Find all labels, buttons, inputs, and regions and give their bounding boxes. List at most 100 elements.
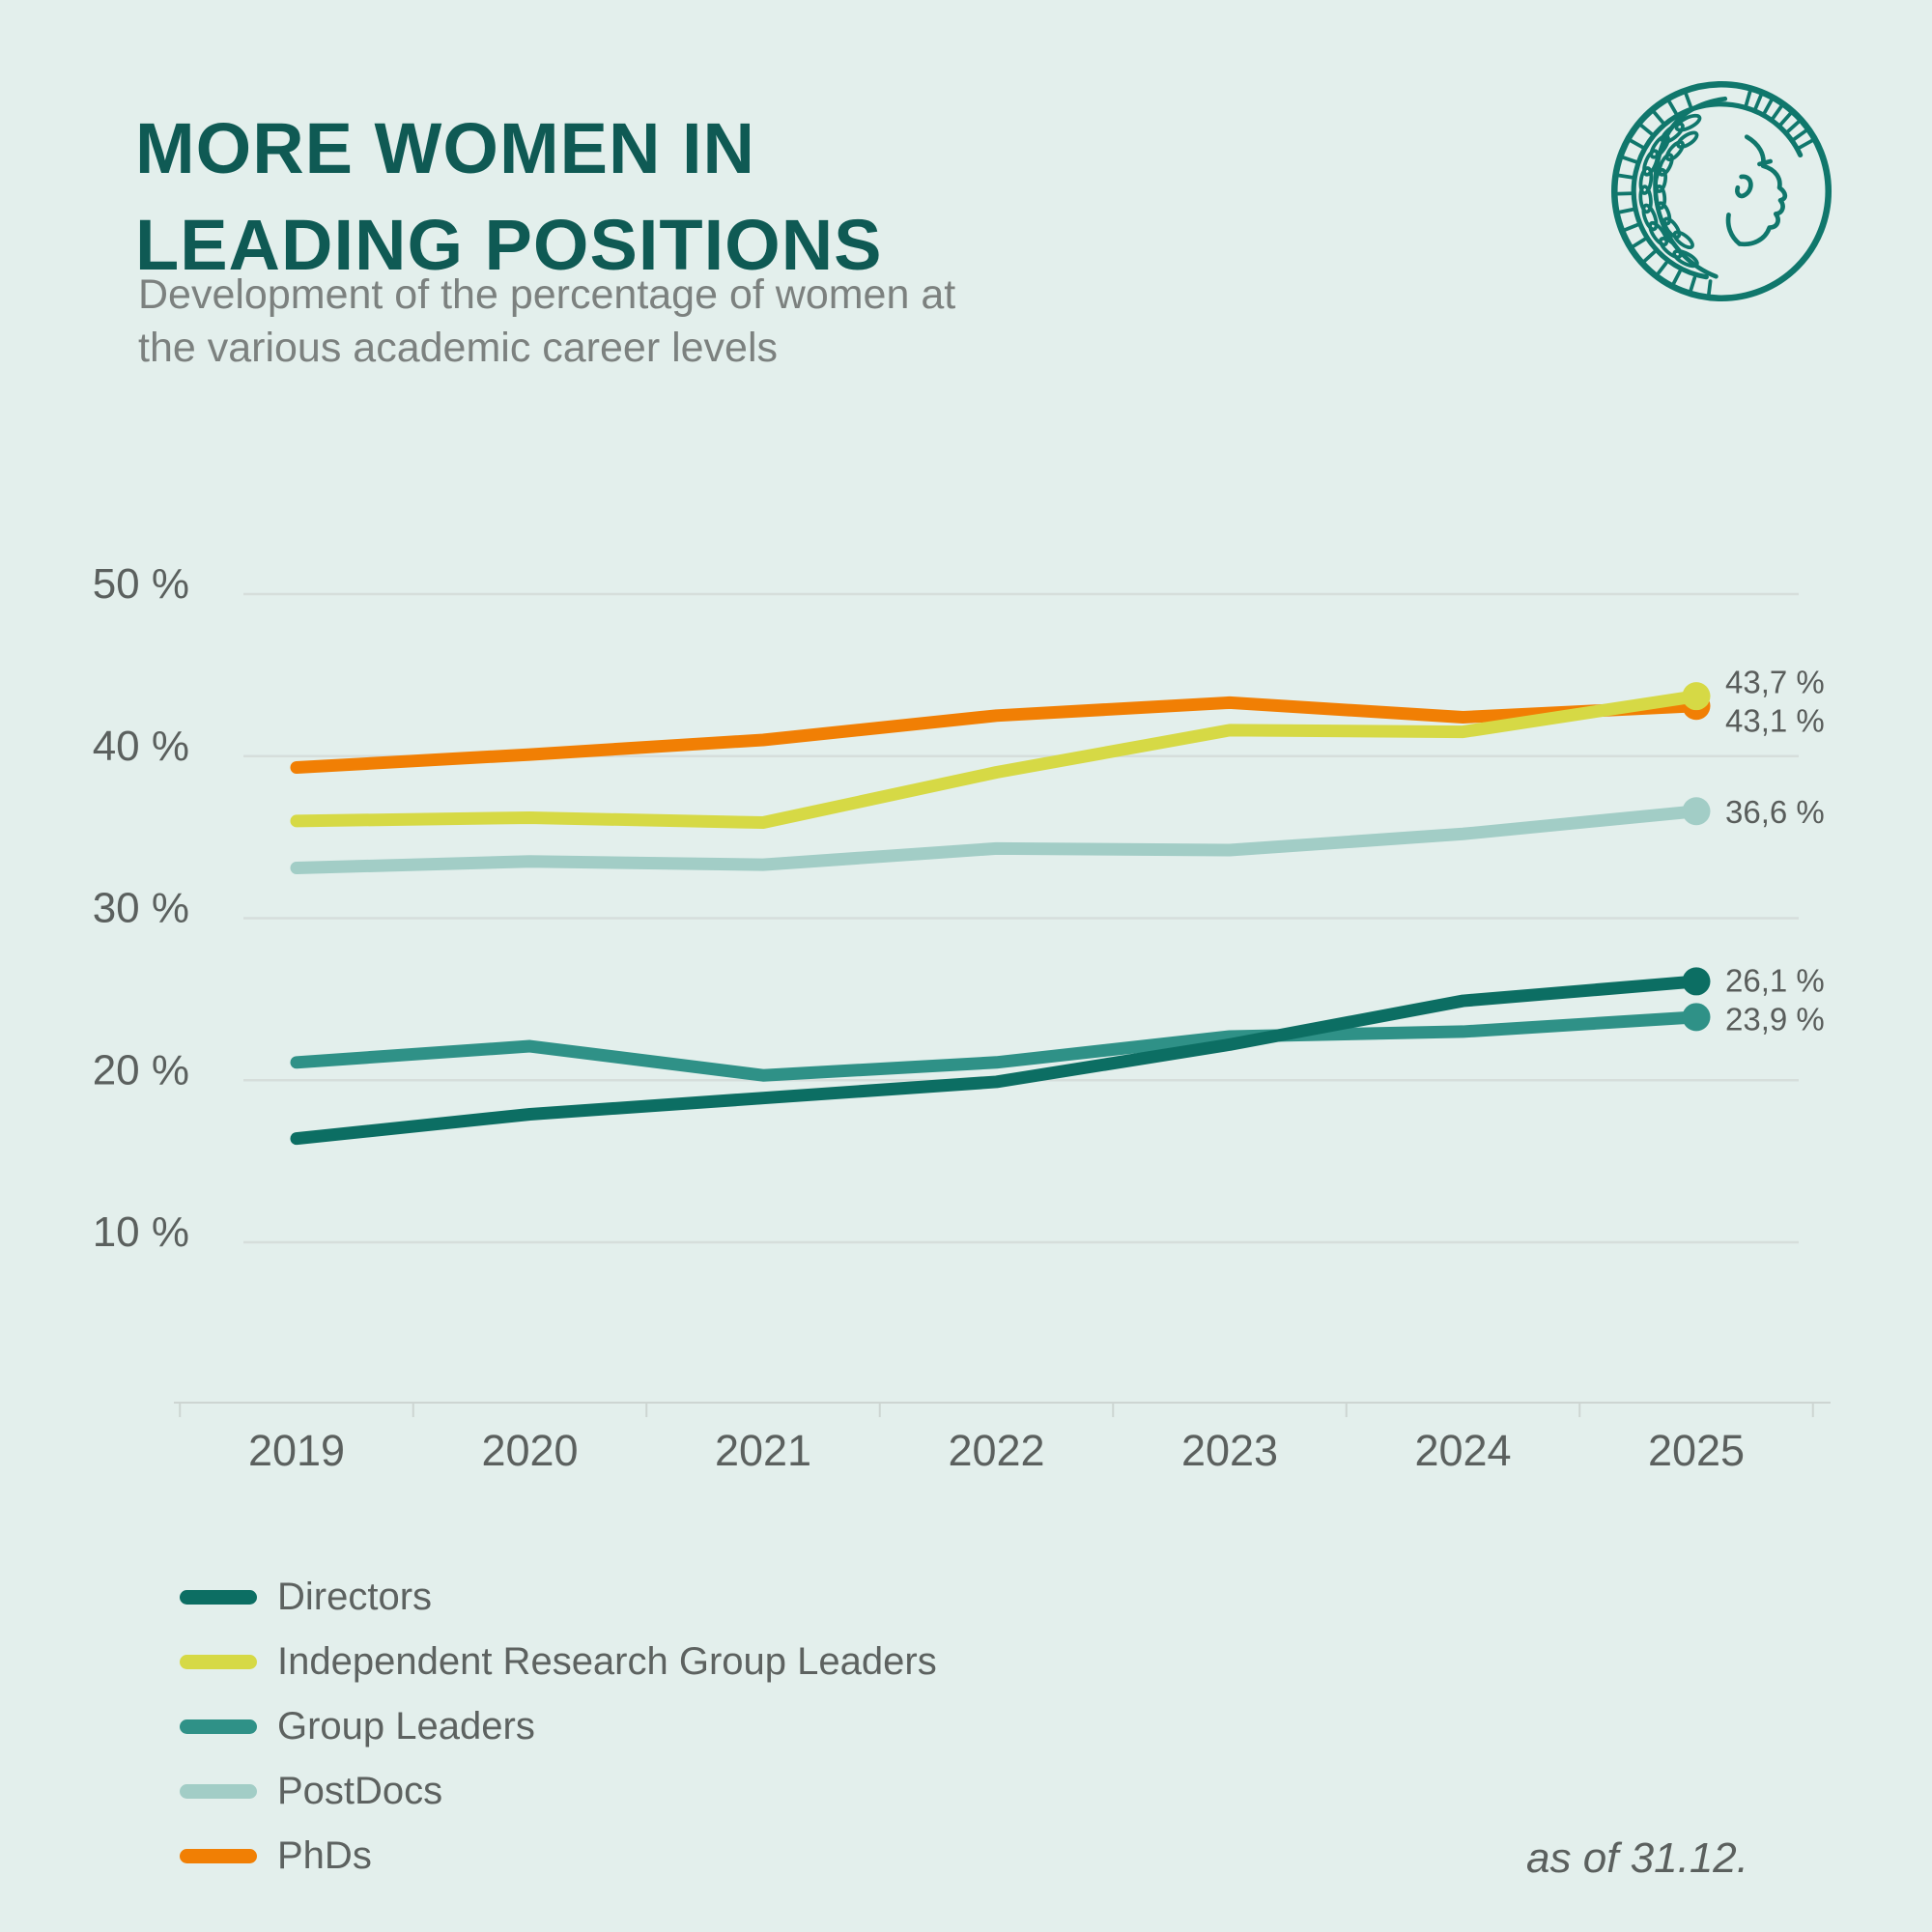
logo-crest-line [1753, 92, 1764, 111]
logo-dash [1639, 124, 1654, 136]
legend-item-independent-research-group-leaders: Independent Research Group Leaders [180, 1630, 937, 1694]
logo-crest-hatches [1744, 88, 1815, 151]
logo-dash [1684, 92, 1692, 108]
series-line-postdocs [290, 805, 1703, 874]
laurel-leaf [1662, 216, 1682, 240]
laurel-leaf [1674, 113, 1702, 132]
page-subtitle-line-1: Development of the percentage of women a… [138, 271, 956, 318]
laurel-wreath [1638, 113, 1702, 269]
page-subtitle-line-2: the various academic career levels [138, 325, 779, 372]
laurel-leaf [1642, 149, 1660, 177]
logo-radial-dashes [1616, 92, 1713, 297]
legend-label: PhDs [277, 1834, 372, 1877]
legend-swatch-independent-research-group-leaders [180, 1655, 257, 1669]
legend-label: Independent Research Group Leaders [277, 1640, 937, 1683]
y-axis-tick-label: 20 % [93, 1046, 189, 1094]
y-axis-tick-label: 50 % [93, 560, 189, 608]
page-title: MORE WOMEN IN LEADING POSITIONS [135, 100, 883, 294]
y-axis-tick-label: 10 % [93, 1208, 189, 1256]
legend-label: Directors [277, 1576, 433, 1618]
series-endpoint-directors [1682, 967, 1711, 996]
legend-label: PostDocs [277, 1770, 443, 1812]
logo-dash [1632, 237, 1647, 248]
max-planck-minerva-logo-icon [1604, 73, 1839, 309]
legend-item-directors: Directors [180, 1565, 937, 1630]
logo-crest-line [1771, 103, 1784, 121]
logo-crest-line [1778, 111, 1793, 128]
series-endpoint-independent-research-group-leaders [1682, 682, 1711, 711]
x-axis-tick-label: 2022 [948, 1426, 1044, 1475]
series-line-directors [290, 975, 1703, 1146]
logo-face-profile [1725, 134, 1788, 247]
logo-dash [1689, 275, 1697, 293]
chart-legend: Directors Independent Research Group Lea… [180, 1565, 937, 1889]
legend-item-phds: PhDs [180, 1824, 937, 1889]
value-label-group-leaders: 23,9 % [1725, 1001, 1825, 1037]
laurel-leaf [1672, 230, 1694, 250]
laurel-leaf [1649, 133, 1670, 159]
series-line-phds [290, 696, 1703, 774]
y-axis-tick-label: 40 % [93, 723, 189, 770]
as-of-date-note: as of 31.12. [1526, 1834, 1748, 1882]
value-label-postdocs: 36,6 % [1725, 794, 1825, 830]
x-axis-tick-label: 2025 [1648, 1426, 1745, 1475]
logo-dash [1656, 261, 1668, 275]
logo-crest-line [1785, 119, 1802, 134]
logo-helmet-rim [1741, 104, 1804, 158]
laurel-leaf [1641, 203, 1659, 232]
logo-dash [1618, 207, 1634, 214]
laurel-leaf [1656, 201, 1672, 226]
laurel-leaf [1660, 122, 1685, 144]
logo-crest-line [1797, 138, 1815, 151]
logo-crest-line [1791, 128, 1809, 142]
laurel-leaf [1664, 140, 1685, 162]
logo-dash [1629, 138, 1644, 150]
x-axis-tick-label: 2020 [481, 1426, 578, 1475]
legend-swatch-postdocs [180, 1784, 257, 1799]
logo-dash [1652, 110, 1665, 125]
logo-dash [1617, 173, 1634, 180]
logo-dash [1671, 270, 1682, 285]
page-title-line-2: LEADING POSITIONS [135, 204, 883, 285]
laurel-leaf [1672, 249, 1699, 269]
logo-crest-line [1762, 98, 1775, 116]
laurel-leaf [1659, 237, 1683, 260]
page-subtitle: Development of the percentage of women a… [138, 269, 955, 375]
page-title-line-1: MORE WOMEN IN [135, 108, 755, 188]
series-endpoint-postdocs [1682, 797, 1711, 826]
legend-label: Group Leaders [277, 1705, 535, 1747]
legend-swatch-directors [180, 1590, 257, 1605]
x-axis-tick-label: 2019 [248, 1426, 345, 1475]
series-endpoint-group-leaders [1682, 1003, 1711, 1032]
legend-item-group-leaders: Group Leaders [180, 1694, 937, 1759]
laurel-leaf [1648, 220, 1669, 247]
x-axis-tick-label: 2023 [1181, 1426, 1278, 1475]
value-label-independent-research-group-leaders: 43,7 % [1725, 665, 1825, 700]
legend-swatch-group-leaders [180, 1719, 257, 1734]
logo-dash [1707, 279, 1713, 297]
series-line-independent-research-group-leaders [290, 690, 1703, 830]
logo-crest-line [1744, 88, 1752, 108]
series-line-group-leaders [290, 1010, 1703, 1082]
laurel-leaf [1654, 167, 1668, 193]
legend-item-postdocs: PostDocs [180, 1759, 937, 1824]
legend-swatch-phds [180, 1849, 257, 1863]
laurel-leaf [1638, 166, 1654, 195]
laurel-leaf [1676, 130, 1699, 150]
series-endpoint-phds [1682, 692, 1711, 721]
logo-dash [1642, 250, 1657, 263]
minerva-emblem-icon [1610, 80, 1833, 302]
logo-dash [1621, 156, 1638, 164]
laurel-leaf [1658, 153, 1674, 177]
logo-outer-circle [1610, 80, 1833, 302]
y-axis-tick-label: 30 % [93, 885, 189, 932]
value-label-phds: 43,1 % [1725, 703, 1825, 739]
x-axis-tick-label: 2024 [1414, 1426, 1511, 1475]
logo-dash [1667, 99, 1678, 115]
value-label-directors: 26,1 % [1725, 962, 1825, 998]
logo-dash [1623, 222, 1639, 232]
laurel-leaf [1653, 185, 1667, 211]
laurel-leaf [1638, 185, 1653, 214]
x-axis-tick-label: 2021 [715, 1426, 811, 1475]
